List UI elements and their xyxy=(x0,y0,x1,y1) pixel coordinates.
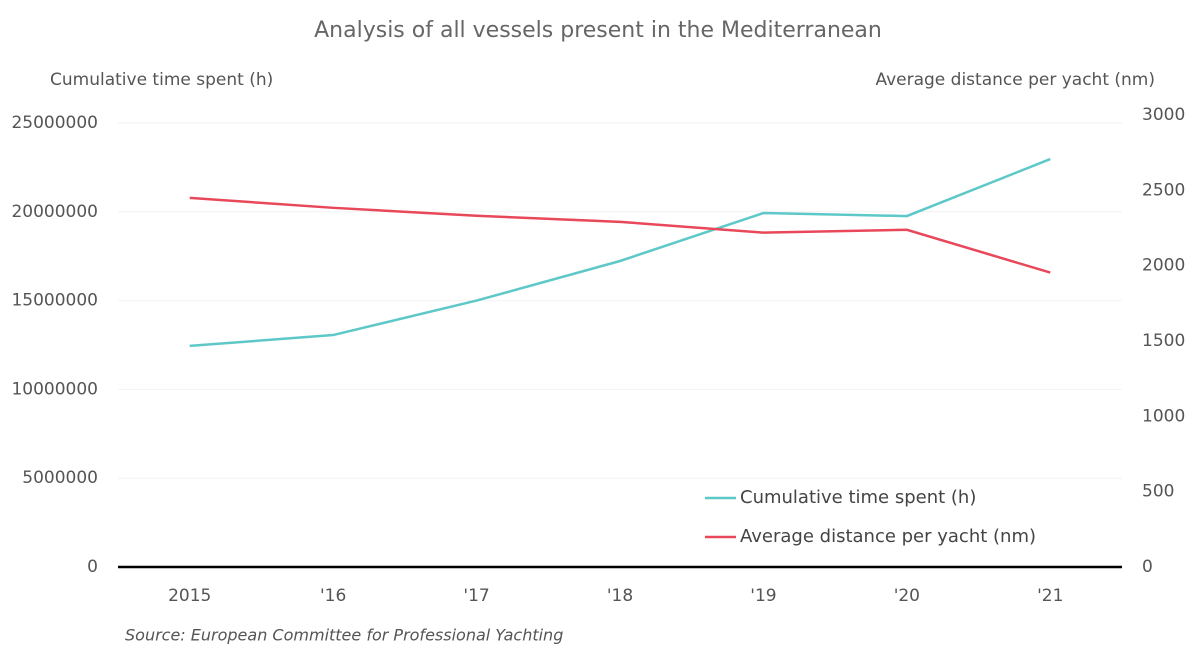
y2-tick-label: 0 xyxy=(1142,557,1153,577)
y-tick-label: 25000000 xyxy=(11,113,98,133)
series-line xyxy=(189,196,1051,274)
x-tick-label: 2015 xyxy=(168,586,211,606)
x-tick-label: '19 xyxy=(750,586,776,606)
y2-tick-label: 500 xyxy=(1142,482,1174,502)
y-tick-label: 10000000 xyxy=(11,379,98,399)
y2-tick-label: 1000 xyxy=(1142,406,1185,426)
y-tick-label: 0 xyxy=(87,557,98,577)
y-axis-title: Cumulative time spent (h) xyxy=(50,70,273,90)
y2-tick-label: 2000 xyxy=(1142,256,1185,276)
legend-label: Cumulative time spent (h) xyxy=(740,487,976,508)
y2-tick-label: 2500 xyxy=(1142,180,1185,200)
y2-axis-title: Average distance per yacht (nm) xyxy=(875,70,1155,90)
y2-tick-label: 3000 xyxy=(1142,105,1185,125)
y-tick-label: 5000000 xyxy=(22,468,98,488)
x-tick-label: '21 xyxy=(1037,586,1063,606)
series-line xyxy=(189,157,1051,348)
x-tick-label: '17 xyxy=(463,586,489,606)
source: Source: European Committee for Professio… xyxy=(125,626,563,645)
y-tick-label: 15000000 xyxy=(11,291,98,311)
x-tick-label: '20 xyxy=(894,586,920,606)
legend-label: Average distance per yacht (nm) xyxy=(740,526,1036,547)
y2-tick-label: 1500 xyxy=(1142,331,1185,351)
chart-title: Analysis of all vessels present in the M… xyxy=(314,18,882,43)
x-tick-label: '18 xyxy=(607,586,633,606)
x-tick-label: '16 xyxy=(320,586,346,606)
y-tick-label: 20000000 xyxy=(11,202,98,222)
